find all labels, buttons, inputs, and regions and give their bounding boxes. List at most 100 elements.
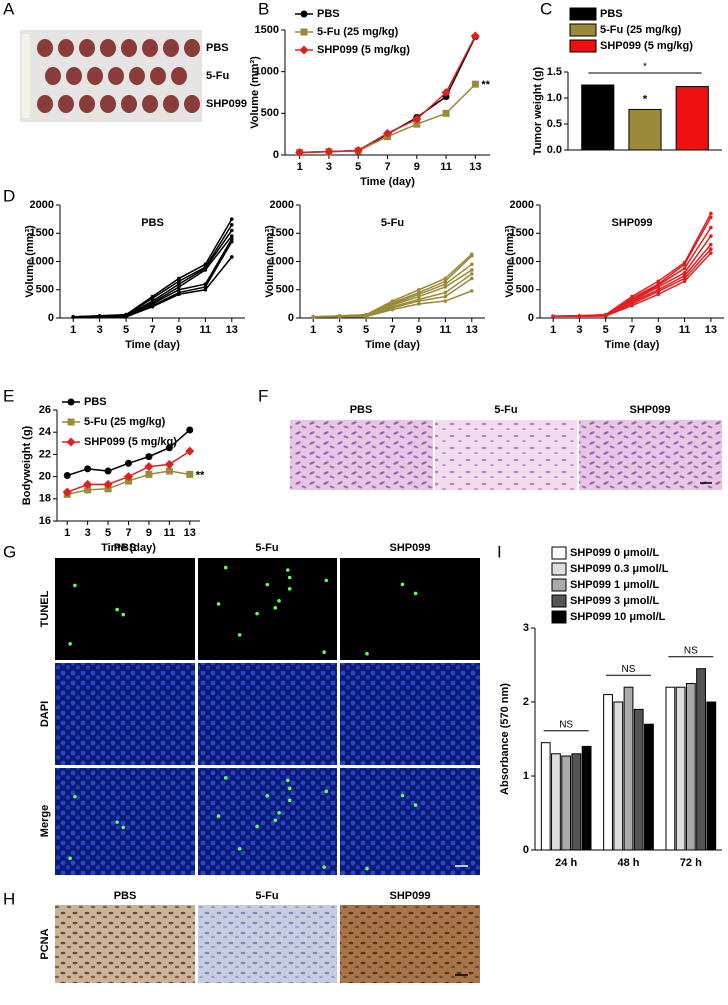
x-tick-label: 9 — [146, 527, 152, 539]
legend-label: SHP099 (5 mg/kg) — [317, 44, 410, 56]
annotation: ** — [481, 79, 490, 91]
x-tick-label: 11 — [679, 324, 691, 336]
column-label: SHP099 — [390, 890, 431, 902]
marker — [177, 287, 181, 292]
marker — [630, 303, 634, 308]
x-tick-label: 3 — [97, 324, 103, 336]
x-axis-label: Time (day) — [101, 542, 156, 554]
marker — [469, 272, 474, 276]
x-tick-label: 1 — [550, 324, 556, 336]
legend-swatch — [551, 562, 567, 576]
marker — [412, 114, 422, 124]
bar — [551, 753, 561, 851]
apoptotic-cell — [216, 814, 221, 818]
x-tick-label: 11 — [440, 161, 452, 173]
bar — [675, 86, 709, 151]
marker — [300, 28, 308, 36]
y-tick-label: 0 — [523, 844, 529, 856]
marker — [104, 467, 112, 475]
marker — [417, 287, 421, 292]
y-tick-label: 0.0 — [547, 144, 562, 156]
marker — [177, 292, 181, 297]
marker — [443, 276, 448, 281]
y-tick-label: 3 — [523, 622, 529, 634]
legend-label: 5-Fu (25 mg/kg) — [600, 24, 682, 36]
tumor — [121, 95, 137, 113]
y-tick-label: 1000 — [30, 255, 54, 267]
apoptotic-cell — [400, 582, 405, 587]
y-tick-label: 1500 — [510, 227, 534, 239]
apoptotic-cell — [400, 793, 405, 798]
x-tick-label: 11 — [200, 324, 212, 336]
y-tick-label: 0 — [528, 312, 534, 324]
apoptotic-cell — [223, 776, 228, 780]
apoptotic-cell — [68, 642, 72, 646]
marker — [62, 487, 72, 497]
apoptotic-cell — [287, 575, 292, 580]
bar — [685, 683, 696, 851]
marker — [203, 268, 208, 272]
marker — [177, 282, 181, 286]
marker — [417, 302, 421, 306]
x-tick-label: 3 — [337, 324, 343, 336]
tumor — [79, 39, 95, 57]
marker — [709, 251, 713, 255]
legend-swatch — [551, 578, 567, 592]
merge-image — [340, 768, 480, 875]
dapi-image — [340, 663, 480, 765]
y-axis-label: Volume (mm³) — [264, 225, 276, 298]
y-tick-label: 0 — [48, 312, 54, 324]
bar — [571, 753, 582, 851]
tumor — [45, 67, 61, 85]
apoptotic-cell — [255, 611, 259, 616]
row-label: SHP099 — [206, 98, 247, 110]
marker — [469, 254, 474, 258]
marker — [203, 287, 208, 292]
x-tick-label: 72 h — [680, 857, 702, 869]
tumor — [129, 67, 145, 85]
y-axis-label: Tumor weight (g) — [532, 66, 544, 155]
legend-label: PBS — [600, 8, 623, 20]
column-label: PBS — [114, 890, 137, 902]
y-tick-label: 1000 — [255, 66, 279, 78]
column-label: 5-Fu — [255, 890, 278, 902]
y-tick-label: 2000 — [510, 199, 534, 211]
x-tick-label: 7 — [629, 324, 635, 336]
marker — [442, 109, 450, 117]
y-tick-label: 2000 — [270, 199, 294, 211]
y-tick-label: 1500 — [30, 227, 54, 239]
marker — [337, 315, 342, 319]
bar — [665, 686, 676, 851]
x-tick-label: 5 — [355, 161, 361, 173]
apoptotic-cell — [324, 578, 329, 583]
legend-label: 5-Fu (25 mg/kg) — [317, 26, 399, 38]
marker — [299, 45, 309, 55]
x-tick-label: 24 h — [555, 857, 577, 869]
tumor — [37, 95, 53, 113]
marker — [165, 467, 173, 475]
chart-title: SHP099 — [612, 217, 653, 229]
y-tick-label: 1500 — [270, 227, 294, 239]
apoptotic-cell — [365, 651, 369, 656]
tumor — [163, 95, 179, 113]
marker — [150, 304, 155, 309]
bar — [581, 84, 615, 151]
column-label: SHP099 — [390, 542, 431, 554]
marker — [125, 459, 132, 467]
marker — [324, 147, 334, 157]
annotation: ** — [196, 469, 205, 481]
x-tick-label: 5 — [363, 324, 369, 336]
tumor — [184, 39, 200, 57]
marker — [150, 296, 155, 301]
marker — [656, 289, 661, 294]
marker — [603, 314, 608, 318]
tumor — [142, 95, 158, 113]
marker — [186, 470, 194, 478]
y-tick-label: 0 — [288, 312, 294, 324]
bar — [644, 723, 654, 851]
panel-letter: C — [540, 0, 552, 18]
x-tick-label: 1 — [64, 527, 70, 539]
marker — [164, 459, 174, 469]
tumor — [58, 39, 74, 57]
bar — [603, 694, 613, 851]
